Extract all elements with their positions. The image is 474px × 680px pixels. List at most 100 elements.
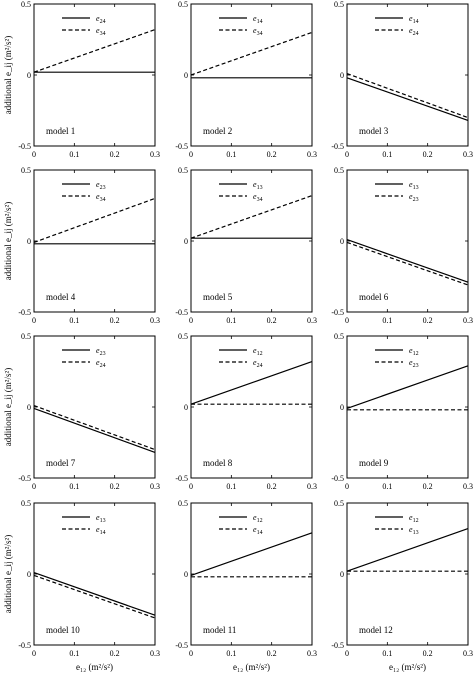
x-tick-label: 0.1	[226, 316, 236, 325]
y-axis-title: additional e_ij (m²/s²)	[3, 368, 13, 446]
x-tick-label: 0.1	[69, 316, 79, 325]
x-tick-label: 0.1	[382, 150, 392, 159]
panel-title: model 4	[46, 292, 76, 302]
x-tick-label: 0.1	[226, 649, 236, 658]
y-tick-label: -0.5	[331, 474, 344, 483]
y-tick-label: 0.5	[21, 332, 31, 341]
plot-frame	[346, 3, 469, 147]
plot-frame	[190, 3, 313, 147]
y-tick-label: 0	[27, 237, 31, 246]
plot-frame	[33, 335, 156, 479]
x-tick-label: 0	[345, 482, 349, 491]
x-tick-label: 0.1	[382, 649, 392, 658]
series-line-e34	[190, 195, 313, 239]
y-tick-label: 0	[340, 570, 344, 579]
x-tick-label: 0.2	[423, 316, 433, 325]
legend-label: e23	[96, 180, 106, 191]
y-tick-label: -0.5	[175, 142, 188, 151]
panel-title: model 11	[203, 625, 236, 635]
y-tick-label: 0.5	[334, 332, 344, 341]
y-axis-title: additional e_ij (m²/s²)	[3, 36, 13, 114]
x-tick-label: 0.3	[150, 649, 160, 658]
legend-label: e14	[96, 525, 106, 536]
y-tick-label: 0.5	[21, 0, 31, 9]
panel-title: model 8	[203, 458, 233, 468]
y-tick-label: 0.5	[21, 499, 31, 508]
plot-frame	[190, 335, 313, 479]
x-tick-label: 0.1	[69, 482, 79, 491]
y-tick-label: -0.5	[175, 474, 188, 483]
legend-label: e34	[253, 26, 263, 37]
x-tick-label: 0.2	[110, 150, 120, 159]
series-line-e13	[33, 572, 156, 616]
x-tick-label: 0.1	[69, 150, 79, 159]
legend-label: e13	[409, 525, 419, 536]
y-tick-label: 0	[184, 570, 188, 579]
x-tick-label: 0.3	[463, 150, 473, 159]
y-tick-label: -0.5	[18, 308, 31, 317]
series-line-e12	[346, 365, 469, 409]
legend-label: e24	[96, 14, 106, 25]
y-tick-label: 0	[184, 403, 188, 412]
x-tick-label: 0	[189, 150, 193, 159]
y-tick-label: 0.5	[334, 499, 344, 508]
y-tick-label: 0	[27, 71, 31, 80]
series-line-e34	[33, 29, 156, 73]
series-line-e23	[346, 241, 469, 286]
plot-frame	[346, 335, 469, 479]
x-tick-label: 0	[189, 482, 193, 491]
y-tick-label: 0.5	[334, 166, 344, 175]
x-tick-label: 0	[345, 649, 349, 658]
x-tick-label: 0.3	[463, 482, 473, 491]
panel-title: model 5	[203, 292, 233, 302]
legend-label: e13	[96, 513, 106, 524]
x-tick-label: 0.2	[423, 649, 433, 658]
legend-label: e23	[409, 358, 419, 369]
y-tick-label: -0.5	[331, 641, 344, 650]
y-tick-label: 0	[184, 71, 188, 80]
legend-label: e12	[409, 513, 419, 524]
y-axis-title: additional e_ij (m²/s²)	[3, 202, 13, 280]
y-tick-label: 0	[340, 403, 344, 412]
x-tick-label: 0.2	[267, 316, 277, 325]
plot-frame	[33, 3, 156, 147]
legend-label: e13	[409, 180, 419, 191]
x-tick-label: 0	[189, 649, 193, 658]
series-line-e12	[190, 532, 313, 576]
legend-label: e14	[409, 14, 419, 25]
x-tick-label: 0.2	[110, 482, 120, 491]
y-tick-label: -0.5	[175, 308, 188, 317]
legend-label: e24	[409, 26, 419, 37]
panel-title: model 10	[46, 625, 80, 635]
x-tick-label: 0.3	[307, 649, 317, 658]
series-line-e34	[33, 197, 156, 243]
x-tick-label: 0.1	[382, 316, 392, 325]
y-tick-label: 0.5	[178, 499, 188, 508]
x-tick-label: 0	[32, 649, 36, 658]
y-tick-label: 0	[27, 570, 31, 579]
plot-frame	[33, 169, 156, 313]
legend-label: e34	[253, 192, 263, 203]
x-tick-label: 0.2	[110, 649, 120, 658]
x-tick-label: 0	[189, 316, 193, 325]
x-tick-label: 0.2	[423, 482, 433, 491]
x-tick-label: 0.2	[267, 482, 277, 491]
series-line-e14	[33, 574, 156, 619]
x-axis-title: e₁₂ (m²/s²)	[389, 662, 426, 672]
legend-label: e23	[96, 346, 106, 357]
panel-title: model 9	[359, 458, 389, 468]
legend-label: e24	[96, 358, 106, 369]
plot-frame	[190, 169, 313, 313]
y-tick-label: 0	[340, 71, 344, 80]
x-tick-label: 0.3	[307, 316, 317, 325]
series-line-e13	[346, 239, 469, 283]
y-tick-label: -0.5	[18, 474, 31, 483]
